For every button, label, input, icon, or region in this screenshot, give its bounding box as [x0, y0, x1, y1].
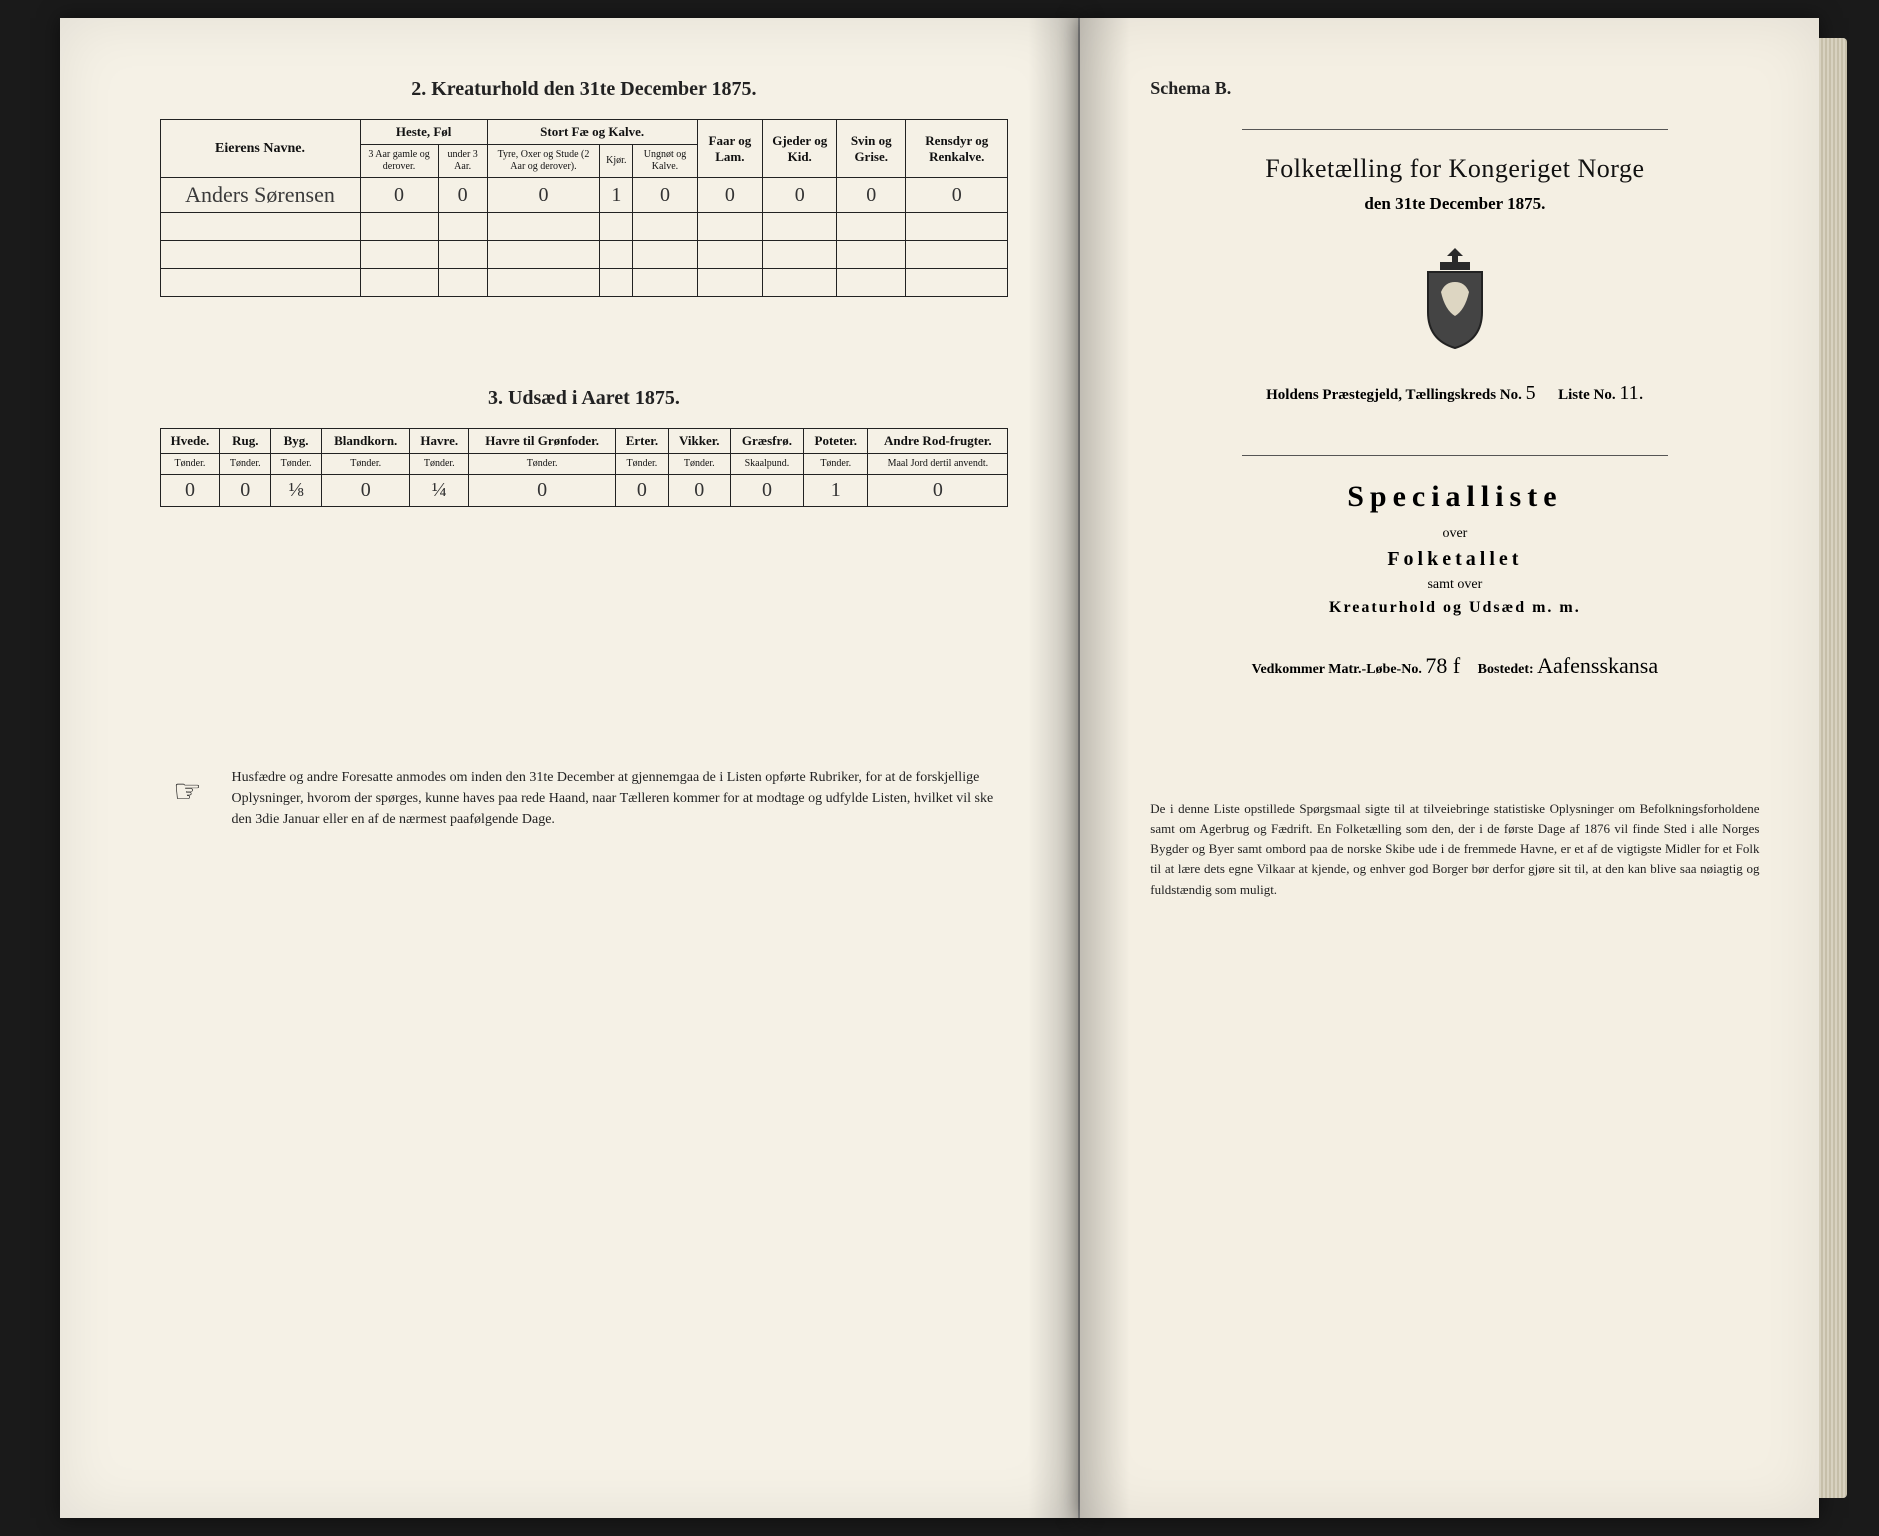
bostedet-label: Bostedet:: [1478, 662, 1534, 677]
cell: 1: [600, 178, 633, 213]
cell: 0: [360, 178, 438, 213]
col-heste: Heste, Føl: [360, 120, 487, 145]
unit: Tønder.: [804, 454, 868, 475]
matr-no: 78 f: [1425, 653, 1460, 678]
section2-title: 2. Kreaturhold den 31te December 1875.: [160, 78, 1009, 101]
cell: 0: [160, 475, 220, 507]
coat-of-arms-icon: [1410, 242, 1500, 352]
cell: 0: [668, 475, 730, 507]
sub-ungnot: Ungnøt og Kalve.: [633, 145, 697, 178]
cell: 0: [730, 475, 803, 507]
meta-line: Holdens Præstegjeld, Tællingskreds No. 5…: [1150, 382, 1759, 405]
cell: 0: [906, 178, 1008, 213]
cell: 0: [487, 178, 599, 213]
right-footer-text: De i denne Liste opstillede Spørgsmaal s…: [1150, 799, 1759, 900]
col-havre-gronfoder: Havre til Grønfoder.: [469, 429, 616, 454]
table-row: Anders Sørensen 0 0 0 1 0 0 0 0 0: [160, 178, 1008, 213]
owner-name: Anders Sørensen: [160, 178, 360, 213]
unit: Tønder.: [160, 454, 220, 475]
sub-heste-under3: under 3 Aar.: [438, 145, 487, 178]
kreds-no: 5: [1526, 382, 1536, 404]
section3-title: 3. Udsæd i Aaret 1875.: [160, 387, 1009, 410]
right-page: Schema B. Folketælling for Kongeriget No…: [1080, 18, 1819, 1518]
left-footer-note: ☞ Husfædre og andre Foresatte anmodes om…: [160, 767, 1009, 830]
col-erter: Erter.: [616, 429, 669, 454]
liste-label: Liste No.: [1558, 387, 1616, 403]
unit: Tønder.: [668, 454, 730, 475]
left-page: 2. Kreaturhold den 31te December 1875. E…: [60, 18, 1081, 1518]
table-row: 0 0 ⅛ 0 ¼ 0 0 0 0 1 0: [160, 475, 1008, 507]
col-blandkorn: Blandkorn.: [322, 429, 410, 454]
col-rodfrugter: Andre Rod-frugter.: [868, 429, 1008, 454]
bostedet-line: Vedkommer Matr.-Løbe-No. 78 f Bostedet: …: [1150, 653, 1759, 679]
table-row: [160, 213, 1008, 241]
col-eier: Eierens Navne.: [160, 120, 360, 178]
sub-heste-3aar: 3 Aar gamle og derover.: [360, 145, 438, 178]
cell: 1: [804, 475, 868, 507]
unit: Skaalpund.: [730, 454, 803, 475]
spec-folketallet: Folketallet: [1150, 548, 1759, 571]
cell: 0: [438, 178, 487, 213]
cell: 0: [868, 475, 1008, 507]
col-poteter: Poteter.: [804, 429, 868, 454]
divider: [1242, 455, 1668, 456]
schema-label: Schema B.: [1150, 78, 1759, 99]
col-stortfae: Stort Fæ og Kalve.: [487, 120, 697, 145]
cell: ¼: [410, 475, 469, 507]
footer-text: Husfædre og andre Foresatte anmodes om i…: [232, 767, 1009, 830]
sub-kjor: Kjør.: [600, 145, 633, 178]
spec-over: over: [1150, 526, 1759, 542]
table-row: [160, 269, 1008, 297]
unit: Maal Jord dertil anvendt.: [868, 454, 1008, 475]
sub-tyre: Tyre, Oxer og Stude (2 Aar og derover).: [487, 145, 599, 178]
spec-kreatur: Kreaturhold og Udsæd m. m.: [1150, 599, 1759, 617]
cell: 0: [633, 178, 697, 213]
unit: Tønder.: [410, 454, 469, 475]
cell: 0: [697, 178, 763, 213]
col-rensdyr: Rensdyr og Renkalve.: [906, 120, 1008, 178]
spec-samt: samt over: [1150, 577, 1759, 593]
cell: 0: [837, 178, 906, 213]
page-title: Folketælling for Kongeriget Norge: [1150, 154, 1759, 184]
col-havre: Havre.: [410, 429, 469, 454]
col-svin: Svin og Grise.: [837, 120, 906, 178]
cell: ⅛: [271, 475, 322, 507]
kreaturhold-table: Eierens Navne. Heste, Føl Stort Fæ og Ka…: [160, 119, 1009, 297]
page-subtitle: den 31te December 1875.: [1150, 194, 1759, 214]
page-edges: [1819, 38, 1847, 1498]
table-row: [160, 241, 1008, 269]
col-gjeder: Gjeder og Kid.: [763, 120, 837, 178]
col-vikker: Vikker.: [668, 429, 730, 454]
book-spread: 2. Kreaturhold den 31te December 1875. E…: [60, 18, 1820, 1518]
cell: 0: [220, 475, 271, 507]
udsaed-table: Hvede. Rug. Byg. Blandkorn. Havre. Havre…: [160, 428, 1009, 507]
specialliste-title: Specialliste: [1150, 480, 1759, 514]
cell: 0: [616, 475, 669, 507]
unit: Tønder.: [220, 454, 271, 475]
cell: 0: [469, 475, 616, 507]
unit: Tønder.: [469, 454, 616, 475]
unit: Tønder.: [322, 454, 410, 475]
bostedet-value: Aafensskansa: [1537, 653, 1658, 678]
divider: [1242, 129, 1668, 130]
col-byg: Byg.: [271, 429, 322, 454]
matr-label: Vedkommer Matr.-Løbe-No.: [1252, 662, 1422, 677]
cell: 0: [763, 178, 837, 213]
cell: 0: [322, 475, 410, 507]
col-graesfro: Græsfrø.: [730, 429, 803, 454]
pointing-hand-icon: ☞: [160, 767, 216, 815]
meta-prefix: Holdens Præstegjeld, Tællingskreds No.: [1266, 387, 1522, 403]
col-hvede: Hvede.: [160, 429, 220, 454]
col-rug: Rug.: [220, 429, 271, 454]
col-faar: Faar og Lam.: [697, 120, 763, 178]
unit: Tønder.: [616, 454, 669, 475]
unit: Tønder.: [271, 454, 322, 475]
liste-no: 11.: [1619, 382, 1643, 404]
